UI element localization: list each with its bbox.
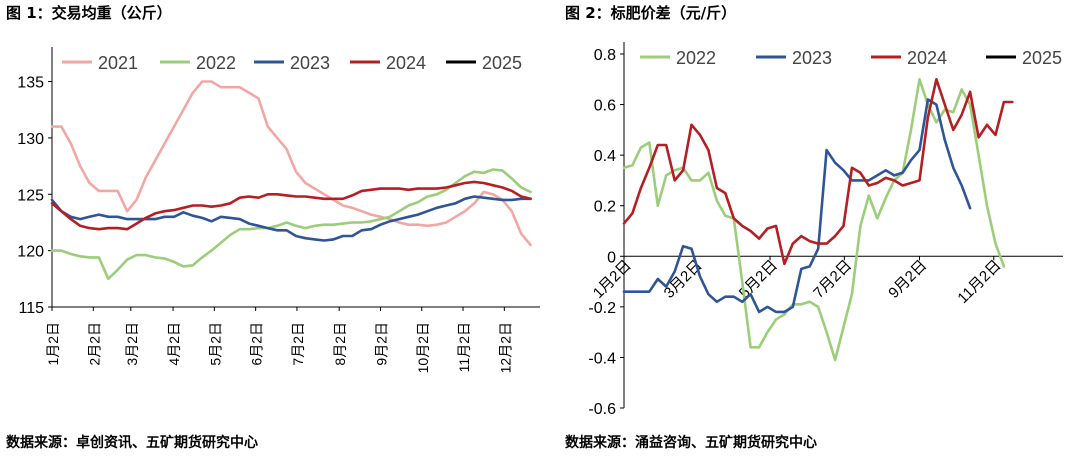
right-y-tick-label: 0.8 (594, 47, 616, 64)
left-y-tick-label: 135 (17, 75, 44, 92)
right-x-tick-label: 3月2日 (661, 257, 706, 302)
left-series-2023 (50, 195, 532, 242)
right-legend-label-2023: 2023 (792, 48, 832, 68)
right-chart-title: 图 2：标肥价差（元/斤） (565, 4, 737, 22)
left-y-tick-label: 125 (17, 187, 44, 204)
left-x-tick-label: 3月2日 (124, 322, 140, 366)
right-y-tick-label: -0.4 (588, 350, 616, 367)
right-legend-label-2024: 2024 (907, 48, 947, 68)
left-weight-chart: 115 120 125 130 135 1月2日 2月2日 3月2日 4月2日 5月2日 6月2日 7… (17, 47, 540, 373)
right-y-tick-label: -0.2 (588, 300, 616, 317)
right-chart-source: 数据来源：涌益咨询、五矿期货研究中心 (565, 435, 817, 451)
right-y-tick-label: 0.2 (594, 199, 616, 216)
left-legend-label-2023: 2023 (290, 53, 330, 73)
right-series-2024 (622, 78, 1014, 266)
left-x-tick-label: 2月2日 (86, 322, 102, 366)
left-x-tick-label: 11月2日 (456, 322, 472, 372)
right-legend-label-2025: 2025 (1022, 48, 1062, 68)
right-y-tick-label: 0.4 (594, 148, 616, 165)
right-series-2022 (622, 78, 1006, 362)
left-y-tick-label: 130 (17, 131, 44, 148)
left-legend-label-2022: 2022 (196, 53, 236, 73)
left-x-tick-label: 9月2日 (373, 322, 389, 366)
left-y-tick-label: 115 (18, 300, 44, 317)
left-chart-source: 数据来源：卓创资讯、五矿期货研究中心 (6, 435, 258, 451)
left-x-tick-label: 4月2日 (166, 322, 182, 366)
left-x-tick-label: 1月2日 (45, 322, 61, 366)
right-x-tick-label: 9月2日 (885, 257, 930, 302)
left-series-2021 (50, 80, 532, 247)
left-series-2024 (50, 180, 532, 231)
left-x-tick-label: 10月2日 (415, 322, 431, 373)
right-y-tick-label: -0.6 (588, 401, 616, 418)
right-x-tick-label: 11月2日 (954, 257, 1004, 307)
left-legend-label-2025: 2025 (482, 53, 522, 73)
right-series-2023 (622, 98, 972, 314)
right-legend-label-2022: 2022 (676, 48, 716, 68)
right-x-tick-label: 7月2日 (810, 257, 855, 302)
left-x-tick-label: 12月2日 (497, 322, 513, 373)
left-legend-label-2024: 2024 (386, 53, 426, 73)
left-x-tick-label: 8月2日 (332, 322, 348, 366)
right-y-tick-label: 0.6 (594, 98, 616, 115)
left-legend-label-2021: 2021 (98, 53, 138, 73)
right-y-tick-label: 0 (607, 249, 616, 266)
left-chart-title: 图 1：交易均重（公斤） (6, 4, 172, 22)
left-y-tick-label: 120 (17, 244, 44, 261)
left-x-tick-label: 7月2日 (290, 322, 306, 366)
left-x-tick-label: 5月2日 (207, 322, 223, 366)
left-x-tick-label: 6月2日 (249, 322, 265, 366)
